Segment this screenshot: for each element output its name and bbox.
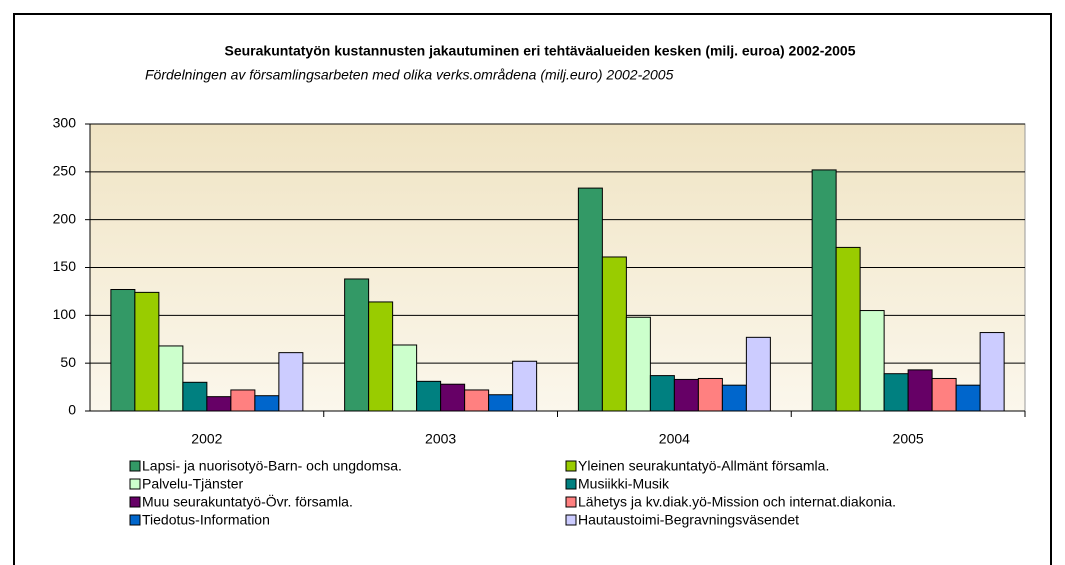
bar [254,395,280,412]
bar [601,256,627,412]
y-tick-label: 200 [53,210,77,226]
bar [488,394,514,412]
legend-swatch [129,514,141,526]
bar [931,377,957,412]
bar [955,384,981,412]
bar [416,380,442,412]
bar [649,375,675,412]
bar [110,289,136,412]
y-tick-label: 300 [53,115,77,131]
bar [344,278,370,412]
legend-label: Lapsi- ja nuorisotyö-Barn- och ungdomsa. [142,458,402,474]
bar [697,377,723,412]
bar [673,378,699,412]
legend-swatch [129,478,141,490]
legend-swatch [565,460,577,472]
bar [392,344,418,412]
legend-swatch [565,496,577,508]
x-tick-label: 2005 [893,431,924,447]
legend-label: Lähetys ja kv.diak.yö-Mission och intern… [578,494,896,510]
frame [13,13,1052,565]
bar [368,301,394,412]
bar [907,369,933,412]
chart-title: Seurakuntatyön kustannusten jakautuminen… [225,43,856,59]
bar [278,352,304,412]
legend-swatch [565,514,577,526]
bar [883,373,909,412]
bar [745,336,771,412]
bar [134,291,160,412]
bar [206,396,232,412]
y-tick-label: 50 [60,354,76,370]
bar [811,169,837,412]
legend-label: Muu seurakuntatyö-Övr. församla. [142,493,353,510]
bar [512,360,538,412]
legend-label: Palvelu-Tjänster [142,476,243,492]
bar [182,381,208,412]
bar [577,187,603,412]
bar [835,246,861,412]
chart-subtitle: Fördelningen av församlingsarbeten med o… [145,67,674,83]
bar [230,389,256,412]
x-tick-label: 2004 [659,431,690,447]
x-tick-label: 2003 [425,431,456,447]
legend-label: Musiikki-Musik [578,476,670,492]
bar [440,383,466,412]
legend-swatch [129,496,141,508]
bar [464,389,490,412]
legend-label: Yleinen seurakuntatyö-Allmänt församla. [578,458,829,474]
y-tick-label: 100 [53,306,77,322]
bar [859,310,885,412]
bar [721,384,747,412]
legend-swatch [129,460,141,472]
y-tick-label: 0 [68,402,76,418]
x-tick-label: 2002 [191,431,222,447]
legend-label: Hautaustoimi-Begravningsväsendet [578,512,799,528]
y-tick-label: 250 [53,163,77,179]
bar [625,316,651,412]
bar [979,332,1005,412]
legend-label: Tiedotus-Information [142,512,270,528]
bar [158,345,184,412]
y-tick-label: 150 [53,258,77,274]
legend-swatch [565,478,577,490]
